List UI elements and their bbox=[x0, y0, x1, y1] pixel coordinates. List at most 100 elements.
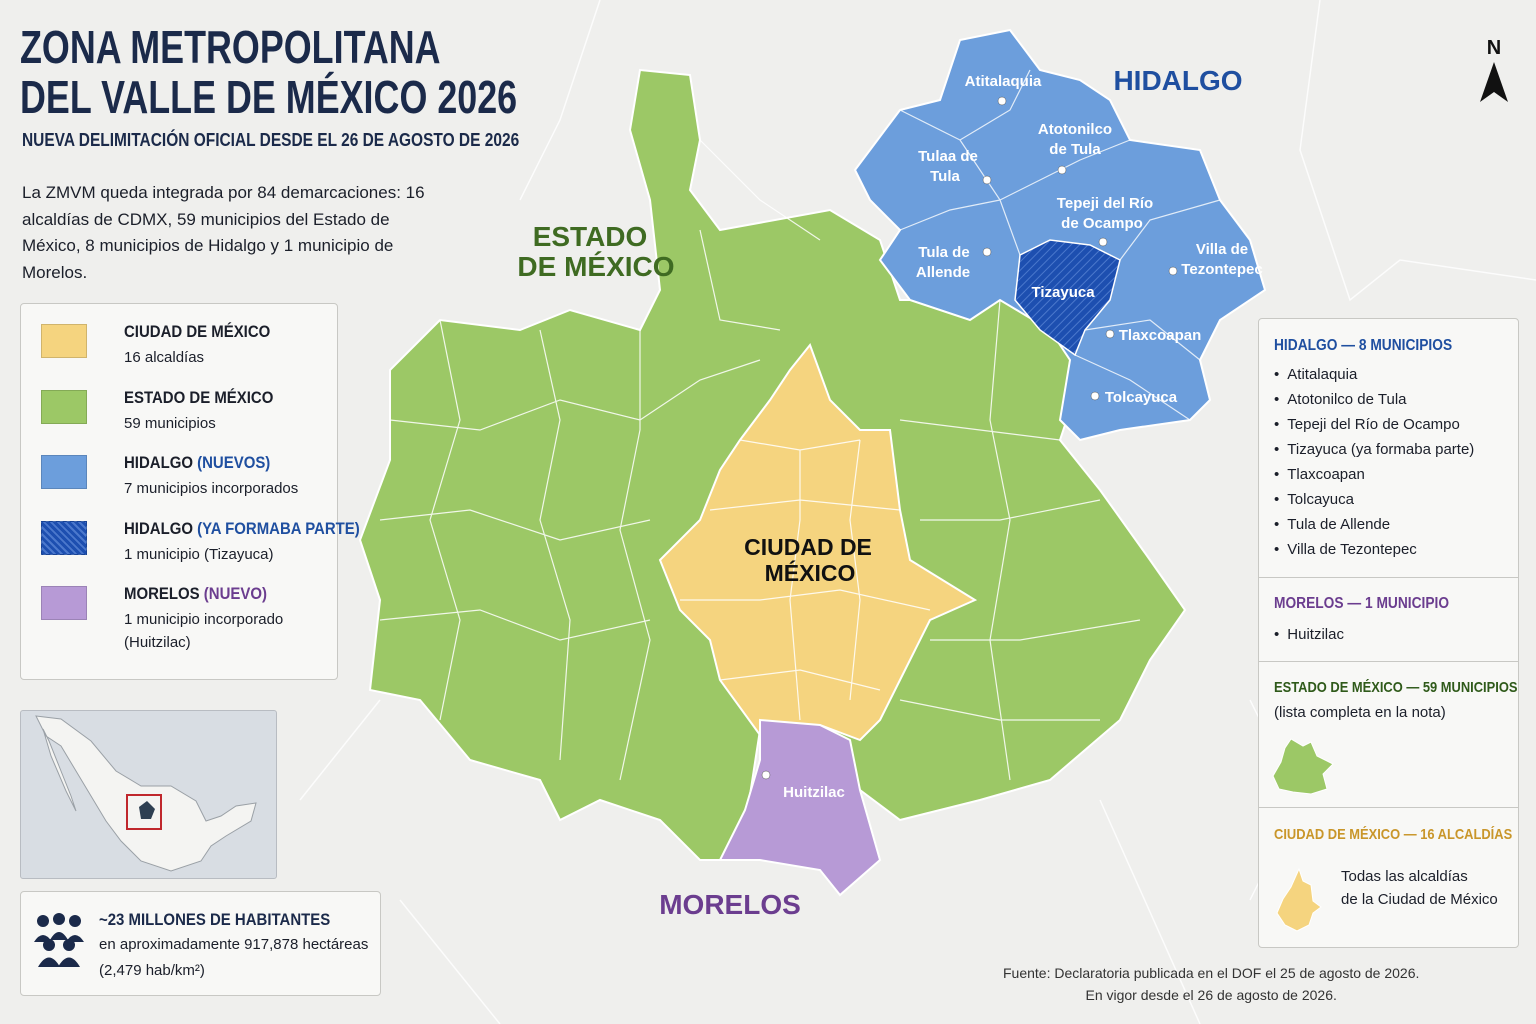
legend-swatch bbox=[41, 520, 87, 555]
legend-swatch bbox=[41, 455, 87, 489]
panel-heading: CIUDAD DE MÉXICO — 16 ALCALDÍAS bbox=[1274, 826, 1513, 843]
municipality-label: de Tula bbox=[1049, 141, 1101, 158]
legend-title: MORELOS (NUEVO) bbox=[124, 584, 318, 604]
people-icon bbox=[34, 913, 84, 967]
municipality-label: Tepeji del Río bbox=[1057, 195, 1153, 212]
panel-item: Atotonilco de Tula bbox=[1274, 387, 1474, 412]
cdmx-borders bbox=[680, 439, 931, 721]
legend-swatch bbox=[41, 586, 87, 620]
stats-heading: ~23 MILLONES DE HABITANTES bbox=[99, 910, 331, 929]
region-label: CIUDAD DE bbox=[744, 534, 872, 560]
municipal-borders bbox=[379, 139, 1141, 781]
legend-description: 7 municipios incorporados bbox=[124, 480, 299, 497]
legend-description: 1 municipio incorporado (Huitzilac) bbox=[124, 611, 284, 651]
legend-description: 16 alcaldías bbox=[124, 349, 205, 366]
legend-text: MORELOS (NUEVO) 1 municipio incorporado (… bbox=[124, 584, 344, 654]
side-panel: HIDALGO — 8 MUNICIPIOS AtitalaquiaAtoton… bbox=[1258, 318, 1519, 948]
panel-heading: ESTADO DE MÉXICO — 59 MUNICIPIOS bbox=[1274, 679, 1518, 696]
inset-map bbox=[20, 710, 277, 879]
title-line: DEL VALLE DE MÉXICO 2026 bbox=[20, 71, 518, 123]
cdmx-icon bbox=[1276, 867, 1322, 932]
region-label: MÉXICO bbox=[765, 559, 856, 586]
municipality-label: Atitalaquia bbox=[965, 73, 1042, 90]
panel-item: Huitzilac bbox=[1274, 622, 1344, 647]
panel-item: Villa de Tezontepec bbox=[1274, 537, 1474, 562]
municipality-label: Tulaa de bbox=[918, 148, 978, 165]
intro: La ZMVM queda integrada por 84 demarcaci… bbox=[22, 183, 425, 282]
legend-name: HIDALGO bbox=[124, 453, 193, 472]
panel-item: Tlaxcoapan bbox=[1274, 462, 1474, 487]
mexico-outline bbox=[35, 715, 257, 872]
panel-list: Huitzilac bbox=[1274, 622, 1344, 647]
inset-svg bbox=[35, 715, 257, 872]
estado-icon bbox=[1272, 738, 1334, 795]
municipality-label: de Ocampo bbox=[1061, 215, 1143, 232]
legend-text: HIDALGO (YA FORMABA PARTE) 1 municipio (T… bbox=[124, 518, 360, 566]
region-label: ESTADO bbox=[533, 221, 648, 252]
north-arrow bbox=[1480, 62, 1508, 102]
source-line: En vigor desde el 26 de agosto de 2026. bbox=[1085, 987, 1337, 1003]
municipality-label: Villa de bbox=[1196, 241, 1248, 258]
hidalgo-borders bbox=[899, 69, 1221, 421]
huitzilac-area bbox=[718, 718, 882, 897]
legend-swatch bbox=[41, 389, 87, 424]
separator bbox=[1259, 661, 1518, 662]
panel-item: Atitalaquia bbox=[1274, 362, 1474, 387]
panel-heading: MORELOS — 1 MUNICIPIO bbox=[1274, 595, 1450, 612]
legend-title: ESTADO DE MÉXICO bbox=[124, 388, 318, 408]
municipality-label: Tula bbox=[930, 168, 960, 185]
source: Fuente: Declaratoria publicada en el DOF… bbox=[1003, 962, 1419, 1006]
legend: CIUDAD DE MÉXICO 16 alcaldías ESTADO DE MÉ… bbox=[20, 303, 360, 680]
panel-note: Todas las alcaldías bbox=[1341, 868, 1468, 885]
zmvm-mark bbox=[139, 801, 155, 819]
stats-line: en aproximadamente 917,878 hectáreas bbox=[99, 936, 369, 953]
legend-name: CIUDAD DE MÉXICO bbox=[124, 322, 271, 341]
legend-text: CIUDAD DE MÉXICO 16 alcaldías bbox=[124, 322, 344, 369]
legend-qualifier: (NUEVOS) bbox=[197, 453, 271, 472]
municipality-label: Huitzilac bbox=[783, 784, 845, 801]
region-label: HIDALGO bbox=[1113, 65, 1242, 96]
north-label: N bbox=[1487, 37, 1501, 59]
legend-qualifier: (NUEVO) bbox=[203, 584, 267, 603]
stats-box: ~23 MILLONES DE HABITANTES en aproximada… bbox=[20, 891, 381, 996]
legend-name: ESTADO DE MÉXICO bbox=[124, 387, 274, 407]
subtitle: NUEVA DELIMITACIÓN OFICIAL DESDE EL 26 D… bbox=[22, 130, 520, 150]
separator bbox=[1259, 807, 1518, 808]
legend-name: MORELOS bbox=[124, 584, 200, 603]
legend-description: 1 municipio (Tizayuca) bbox=[124, 545, 274, 563]
municipality-label: Tolcayuca bbox=[1105, 389, 1178, 406]
panel-note: (lista completa en la nota) bbox=[1274, 704, 1446, 721]
separator bbox=[1259, 577, 1518, 578]
region-label: DE MÉXICO bbox=[517, 251, 674, 282]
municipality-label: Tezontepec bbox=[1181, 261, 1262, 278]
panel-item: Tizayuca (ya formaba parte) bbox=[1274, 437, 1474, 462]
legend-name: HIDALGO bbox=[124, 518, 193, 538]
panel-item: Tolcayuca bbox=[1274, 487, 1474, 512]
legend-text: ESTADO DE MÉXICO 59 municipios bbox=[124, 388, 344, 435]
legend-title: HIDALGO (NUEVOS) bbox=[124, 453, 318, 473]
municipality-dots bbox=[761, 96, 1178, 780]
legend-swatch bbox=[41, 324, 87, 358]
legend-qualifier: (YA FORMABA PARTE) bbox=[197, 518, 360, 538]
municipality-label: Allende bbox=[916, 264, 970, 281]
municipality-label: Tula de bbox=[918, 244, 969, 261]
panel-item: Tula de Allende bbox=[1274, 512, 1474, 537]
municipality-label: Tizayuca bbox=[1031, 284, 1095, 301]
legend-title: CIUDAD DE MÉXICO bbox=[124, 322, 318, 342]
panel-note: de la Ciudad de México bbox=[1341, 891, 1498, 908]
panel-item: Tepeji del Río de Ocampo bbox=[1274, 412, 1474, 437]
legend-text: HIDALGO (NUEVOS) 7 municipios incorporado… bbox=[124, 453, 344, 500]
panel-heading: HIDALGO — 8 MUNICIPIOS bbox=[1274, 337, 1453, 354]
inset-highlight bbox=[126, 794, 162, 830]
legend-title: HIDALGO (YA FORMABA PARTE) bbox=[124, 518, 360, 539]
stats-line: (2,479 hab/km²) bbox=[99, 962, 205, 979]
region-label: MORELOS bbox=[659, 889, 801, 920]
municipality-label: Atotonilco bbox=[1038, 121, 1112, 138]
title-line: ZONA METROPOLITANA bbox=[20, 21, 441, 73]
municipality-label: Tlaxcoapan bbox=[1119, 327, 1202, 344]
legend-description: 59 municipios bbox=[124, 414, 216, 432]
source-line: Fuente: Declaratoria publicada en el DOF… bbox=[1003, 965, 1420, 981]
